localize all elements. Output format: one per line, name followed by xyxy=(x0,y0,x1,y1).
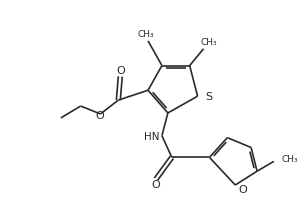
Text: CH₃: CH₃ xyxy=(282,155,298,164)
Text: HN: HN xyxy=(144,132,160,142)
Text: S: S xyxy=(206,92,213,102)
Text: O: O xyxy=(238,185,247,195)
Text: O: O xyxy=(95,111,104,121)
Text: CH₃: CH₃ xyxy=(138,30,154,39)
Text: O: O xyxy=(151,180,160,190)
Text: CH₃: CH₃ xyxy=(200,38,217,47)
Text: O: O xyxy=(116,67,125,76)
